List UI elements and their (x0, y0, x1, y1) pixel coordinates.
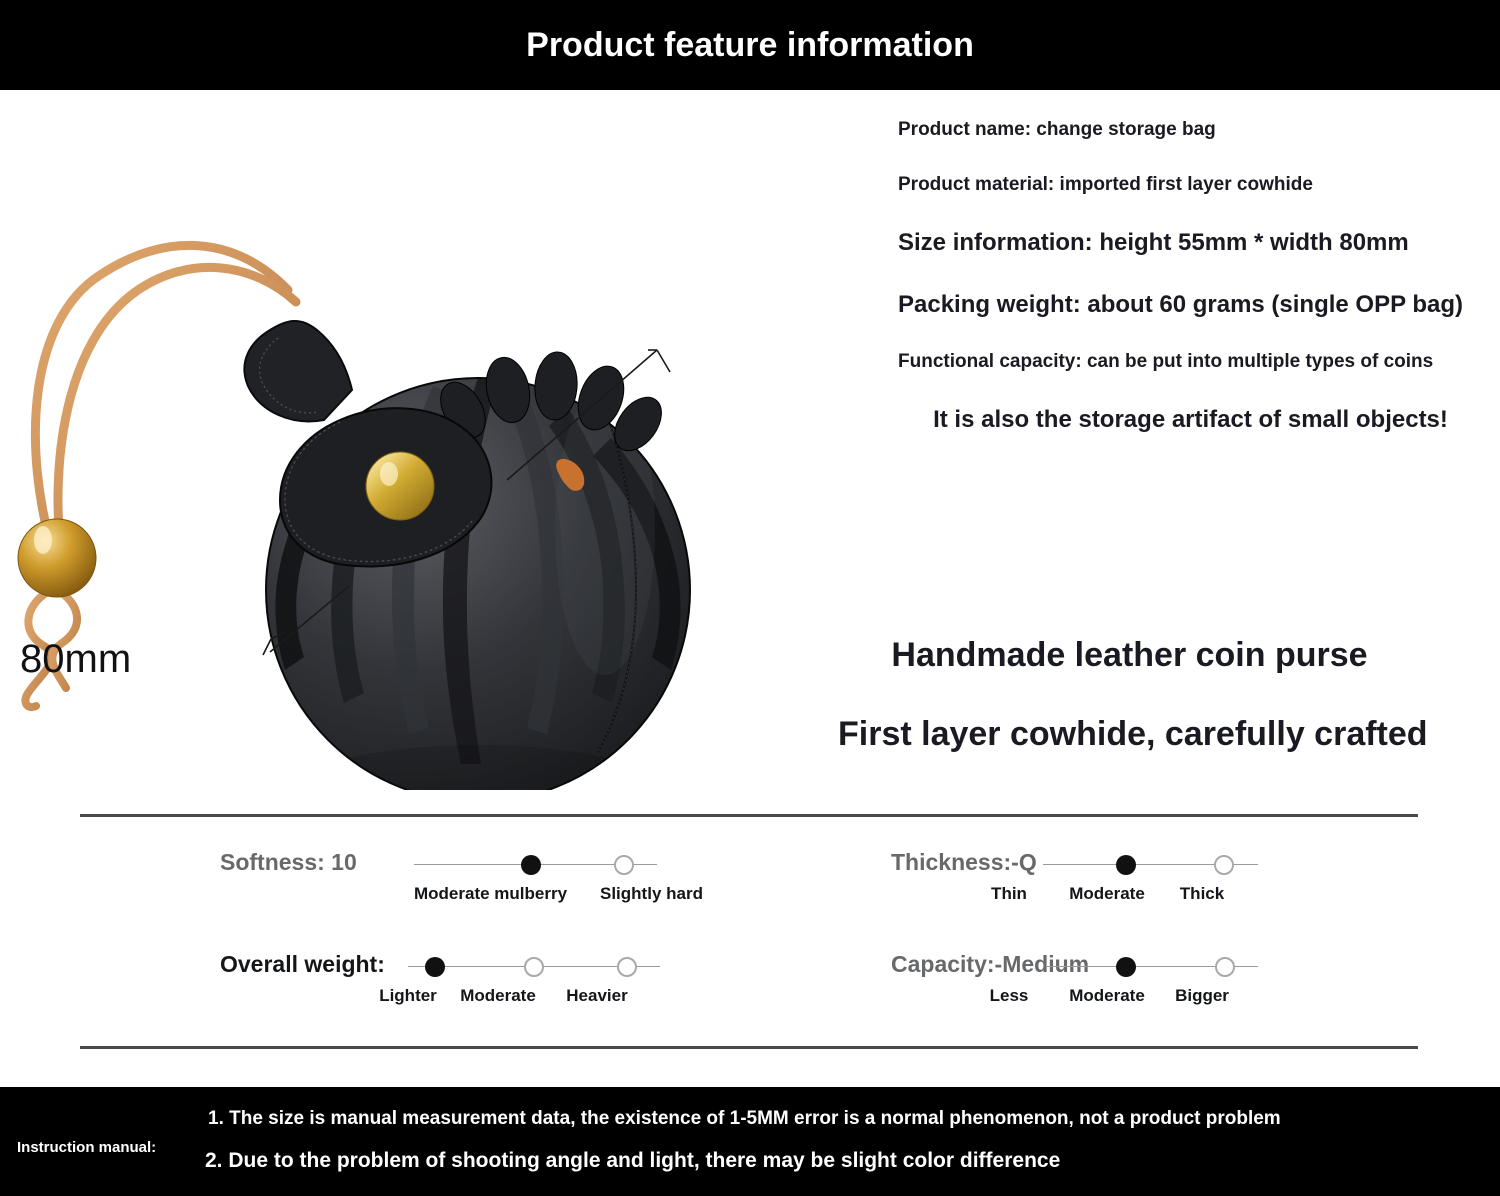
svg-text:80mm: 80mm (20, 637, 131, 681)
